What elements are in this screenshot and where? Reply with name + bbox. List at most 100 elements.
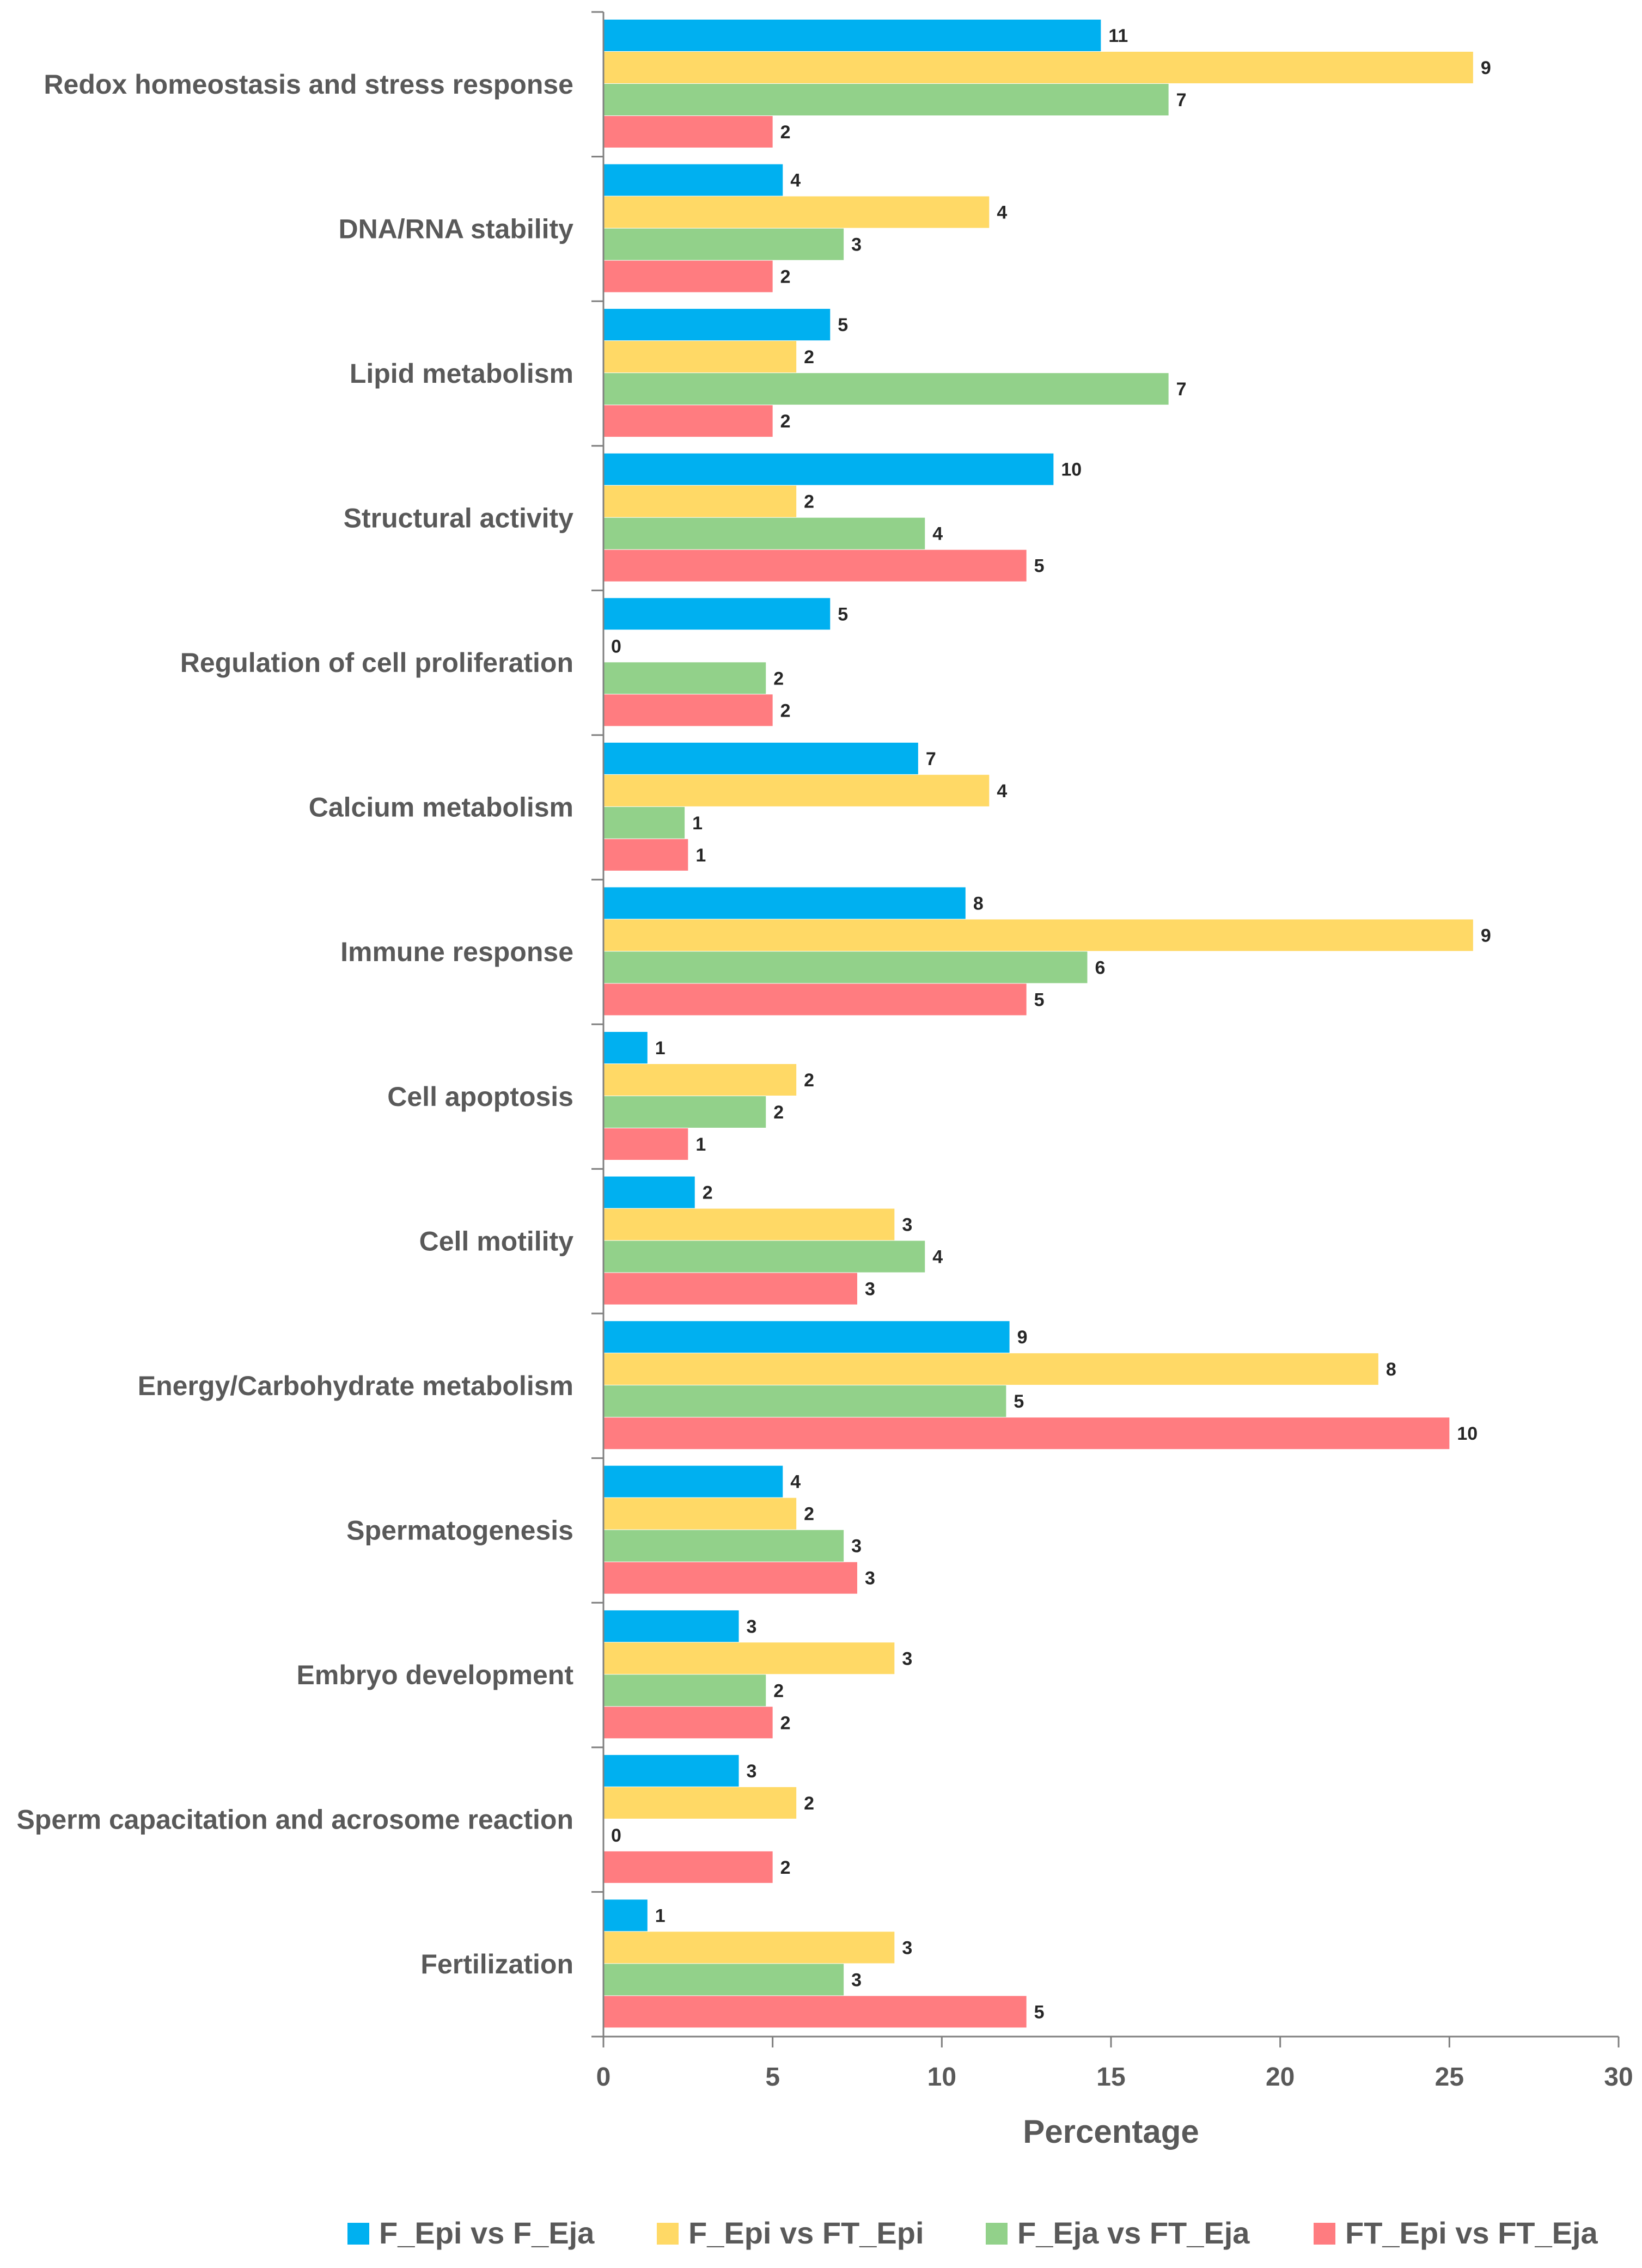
x-tick-label: 20 bbox=[1266, 2063, 1295, 2092]
bar bbox=[603, 1787, 797, 1819]
data-label: 9 bbox=[1481, 925, 1491, 946]
bar bbox=[603, 951, 1088, 983]
bar bbox=[603, 1465, 783, 1497]
bar bbox=[603, 1240, 925, 1273]
legend-swatch bbox=[986, 2223, 1008, 2245]
data-label: 2 bbox=[804, 1070, 814, 1091]
data-label: 2 bbox=[804, 492, 814, 512]
bar bbox=[603, 260, 773, 292]
data-label: 2 bbox=[780, 267, 791, 288]
data-label: 11 bbox=[1108, 26, 1128, 46]
bar bbox=[603, 1353, 1378, 1385]
bar bbox=[603, 341, 797, 373]
bars: 1197244325272102455022741189651221234398… bbox=[603, 20, 1491, 2028]
legend-label: FT_Epi vs FT_Eja bbox=[1345, 2216, 1598, 2250]
category-label: Regulation of cell proliferation bbox=[180, 647, 573, 678]
bar bbox=[603, 1931, 895, 1964]
legend-label: F_Epi vs F_Eja bbox=[379, 2216, 595, 2250]
bar bbox=[603, 1755, 739, 1787]
data-label: 3 bbox=[902, 1215, 912, 1236]
data-label: 1 bbox=[655, 1905, 666, 1926]
data-label: 4 bbox=[790, 1472, 801, 1493]
bar bbox=[603, 1032, 648, 1063]
x-axis-title: Percentage bbox=[1023, 2113, 1199, 2150]
data-label: 7 bbox=[1176, 90, 1187, 111]
legend-swatch bbox=[1314, 2223, 1335, 2245]
bar bbox=[603, 20, 1101, 51]
bar bbox=[603, 517, 925, 549]
bar bbox=[603, 1273, 857, 1305]
category-label: Calcium metabolism bbox=[309, 792, 573, 823]
x-tick-label: 0 bbox=[596, 2063, 611, 2092]
bar bbox=[603, 1674, 766, 1707]
data-label: 4 bbox=[790, 170, 801, 191]
bar bbox=[603, 1562, 857, 1594]
bar bbox=[603, 1417, 1450, 1450]
data-label: 8 bbox=[973, 893, 984, 914]
bar bbox=[603, 1996, 1027, 2028]
data-label: 1 bbox=[655, 1038, 666, 1059]
data-label: 2 bbox=[773, 668, 784, 689]
data-label: 2 bbox=[780, 122, 791, 143]
bar bbox=[603, 806, 685, 839]
bar bbox=[603, 309, 831, 341]
data-label: 3 bbox=[865, 1279, 875, 1300]
bar bbox=[603, 694, 773, 726]
bar bbox=[603, 1530, 844, 1562]
category-label: Spermatogenesis bbox=[346, 1515, 573, 1546]
data-label: 1 bbox=[692, 813, 703, 834]
bar bbox=[603, 164, 783, 196]
category-label: Structural activity bbox=[344, 503, 574, 534]
category-label: Energy/Carbohydrate metabolism bbox=[138, 1371, 573, 1401]
data-label: 3 bbox=[851, 1536, 862, 1557]
bar bbox=[603, 116, 773, 148]
bar bbox=[603, 1610, 739, 1642]
data-label: 2 bbox=[804, 347, 814, 368]
category-label: Fertilization bbox=[420, 1949, 573, 1979]
legend-label: F_Eja vs FT_Eja bbox=[1017, 2216, 1250, 2250]
x-tick-label: 10 bbox=[927, 2063, 956, 2092]
category-labels: Redox homeostasis and stress response DNA… bbox=[16, 69, 573, 1979]
bar bbox=[603, 1707, 773, 1739]
data-label: 10 bbox=[1061, 460, 1082, 480]
bar bbox=[603, 598, 831, 630]
data-label: 7 bbox=[926, 749, 936, 769]
bar bbox=[603, 196, 990, 228]
x-tick-label: 30 bbox=[1604, 2063, 1633, 2092]
bar bbox=[603, 1497, 797, 1530]
bar bbox=[603, 1321, 1010, 1353]
legend-swatch bbox=[347, 2223, 369, 2245]
data-label: 2 bbox=[780, 700, 791, 721]
data-label: 10 bbox=[1457, 1423, 1478, 1444]
bar bbox=[603, 228, 844, 260]
x-tick-label: 5 bbox=[765, 2063, 780, 2092]
bar bbox=[603, 1642, 895, 1674]
bar bbox=[603, 453, 1054, 485]
data-label: 0 bbox=[611, 1825, 621, 1846]
category-label: Lipid metabolism bbox=[350, 358, 573, 389]
data-label: 2 bbox=[773, 1102, 784, 1123]
data-label: 5 bbox=[838, 315, 848, 335]
data-label: 4 bbox=[932, 524, 943, 545]
x-tick-label: 15 bbox=[1096, 2063, 1125, 2092]
bar bbox=[603, 1064, 797, 1096]
data-label: 3 bbox=[851, 235, 862, 255]
data-label: 9 bbox=[1017, 1327, 1028, 1348]
bar bbox=[603, 662, 766, 694]
data-label: 1 bbox=[695, 845, 706, 866]
data-label: 3 bbox=[902, 1937, 912, 1958]
data-label: 2 bbox=[773, 1680, 784, 1701]
data-label: 4 bbox=[932, 1247, 943, 1268]
data-label: 8 bbox=[1386, 1359, 1396, 1380]
data-label: 5 bbox=[1034, 989, 1045, 1010]
data-label: 5 bbox=[1034, 2002, 1045, 2022]
category-label: Immune response bbox=[340, 937, 573, 967]
bar bbox=[603, 52, 1473, 83]
bar bbox=[603, 1096, 766, 1128]
x-tick-label: 25 bbox=[1435, 2063, 1464, 2092]
data-label: 4 bbox=[997, 781, 1007, 802]
category-label: Embryo development bbox=[297, 1660, 574, 1690]
bar bbox=[603, 887, 966, 919]
